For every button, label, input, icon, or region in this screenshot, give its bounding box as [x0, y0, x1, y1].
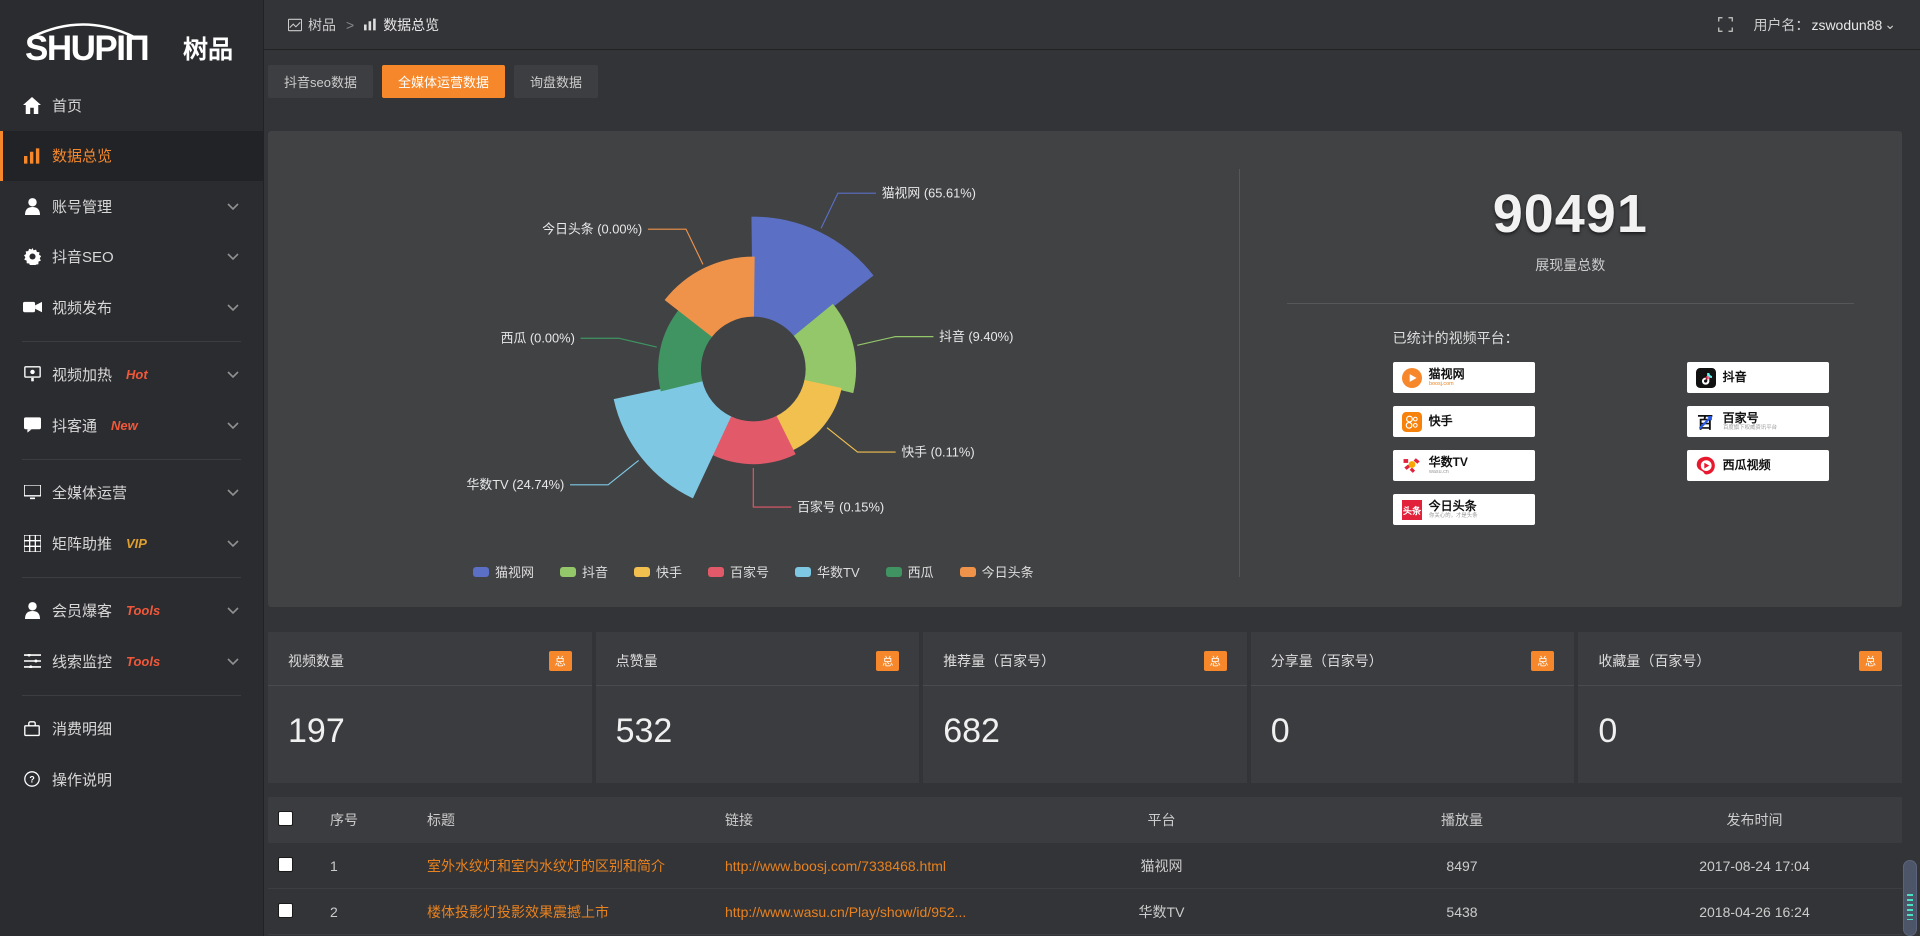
svg-text:猫视网 (65.61%): 猫视网 (65.61%)	[882, 185, 976, 200]
svg-text:百家号 (0.15%): 百家号 (0.15%)	[797, 499, 884, 514]
svg-text:华数TV (24.74%): 华数TV (24.74%)	[467, 477, 565, 492]
svg-text:头条: 头条	[1402, 505, 1421, 516]
svg-text:抖音 (9.40%): 抖音 (9.40%)	[939, 329, 1013, 344]
svg-text:树品: 树品	[183, 36, 233, 64]
svg-text:西瓜 (0.00%): 西瓜 (0.00%)	[501, 331, 575, 346]
svg-text:今日头条 (0.00%): 今日头条 (0.00%)	[542, 221, 642, 236]
svg-text:SHUPIП: SHUPIП	[25, 29, 148, 68]
svg-text:快手 (0.11%): 快手 (0.11%)	[901, 444, 974, 459]
svg-text:?: ?	[29, 775, 34, 785]
